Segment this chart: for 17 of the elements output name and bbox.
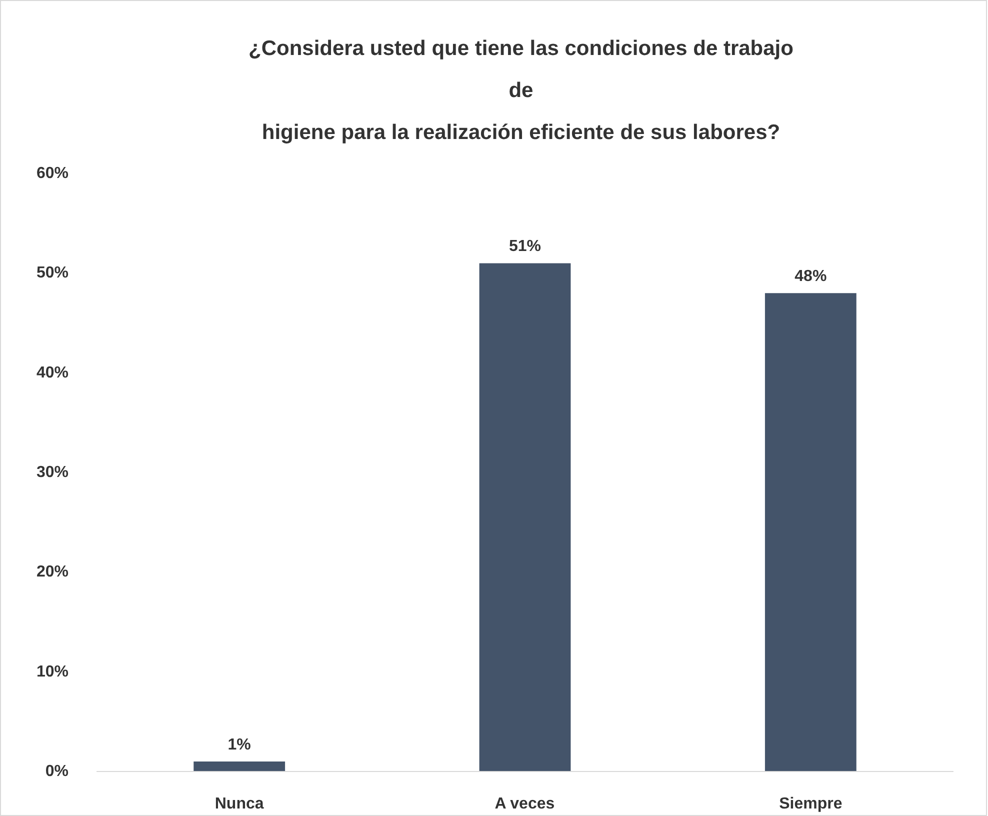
data-label: 1%: [228, 736, 251, 754]
data-label: 48%: [794, 268, 827, 286]
y-tick-label: 40%: [36, 364, 69, 382]
bar: [764, 293, 856, 772]
bar: [479, 263, 571, 772]
y-tick-label: 0%: [45, 763, 68, 780]
x-tick-label: Nunca: [214, 796, 264, 812]
data-label: 51%: [508, 238, 542, 256]
x-tick-label: A veces: [494, 796, 555, 812]
bar: [194, 762, 286, 772]
y-tick-label: 20%: [36, 564, 69, 581]
y-tick-label: 60%: [36, 165, 69, 182]
x-tick-label: Siempre: [779, 796, 842, 812]
chart-title: ¿Considera usted que tiene las condiciones de trabajo de higiene para la realización eficiente de sus labores?: [248, 36, 794, 146]
y-tick-label: 30%: [36, 464, 69, 481]
y-tick-label: 10%: [36, 663, 69, 680]
y-tick-label: 50%: [36, 264, 69, 282]
